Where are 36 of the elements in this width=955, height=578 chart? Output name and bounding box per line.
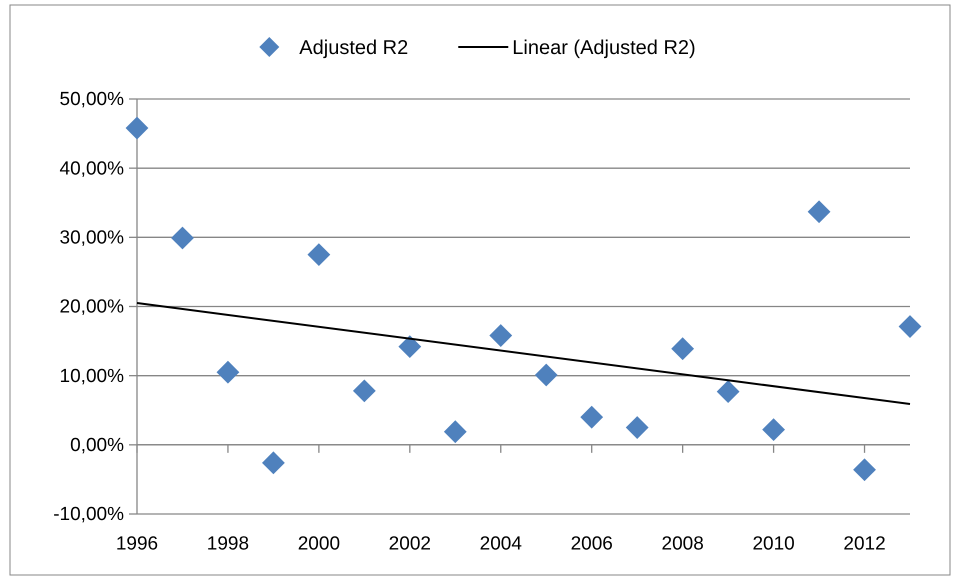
legend-label: Adjusted R2: [299, 37, 408, 59]
point: [171, 226, 194, 250]
point: [671, 337, 694, 360]
point: [898, 315, 922, 338]
x-tick-label: 2012: [843, 533, 886, 554]
y-tick-label: -10,00%: [53, 504, 124, 526]
y-tick-label: 10,00%: [60, 366, 124, 387]
point: [762, 418, 785, 442]
point: [489, 324, 512, 347]
point: [808, 200, 830, 224]
x-tick-label: 2010: [752, 533, 795, 554]
x-tick-label: 2006: [570, 533, 613, 554]
x-tick-label: 2000: [298, 533, 340, 554]
y-tick-label: 30,00%: [60, 227, 124, 248]
y-tick-label: 20,00%: [60, 296, 124, 318]
point: [716, 380, 740, 403]
point: [580, 406, 604, 429]
y-tick-label: 50,00%: [60, 89, 124, 110]
x-tick-label: 1998: [206, 533, 250, 554]
point: [534, 364, 558, 386]
point: [307, 243, 330, 266]
point: [853, 458, 876, 482]
x-tick-label: 2002: [388, 533, 431, 554]
point: [352, 379, 376, 402]
y-tick-label: 0,00%: [70, 434, 124, 456]
point: [444, 420, 467, 444]
point: [126, 116, 148, 140]
point: [262, 451, 285, 474]
x-tick-label: 2004: [480, 533, 522, 554]
point: [398, 335, 422, 358]
legend-label: Linear (Adjusted R2): [512, 37, 696, 59]
x-tick-label: 2008: [662, 533, 704, 554]
point: [216, 360, 240, 384]
point: [626, 416, 649, 439]
y-tick-label: 40,00%: [60, 158, 124, 180]
x-tick-label: 1996: [116, 533, 158, 554]
